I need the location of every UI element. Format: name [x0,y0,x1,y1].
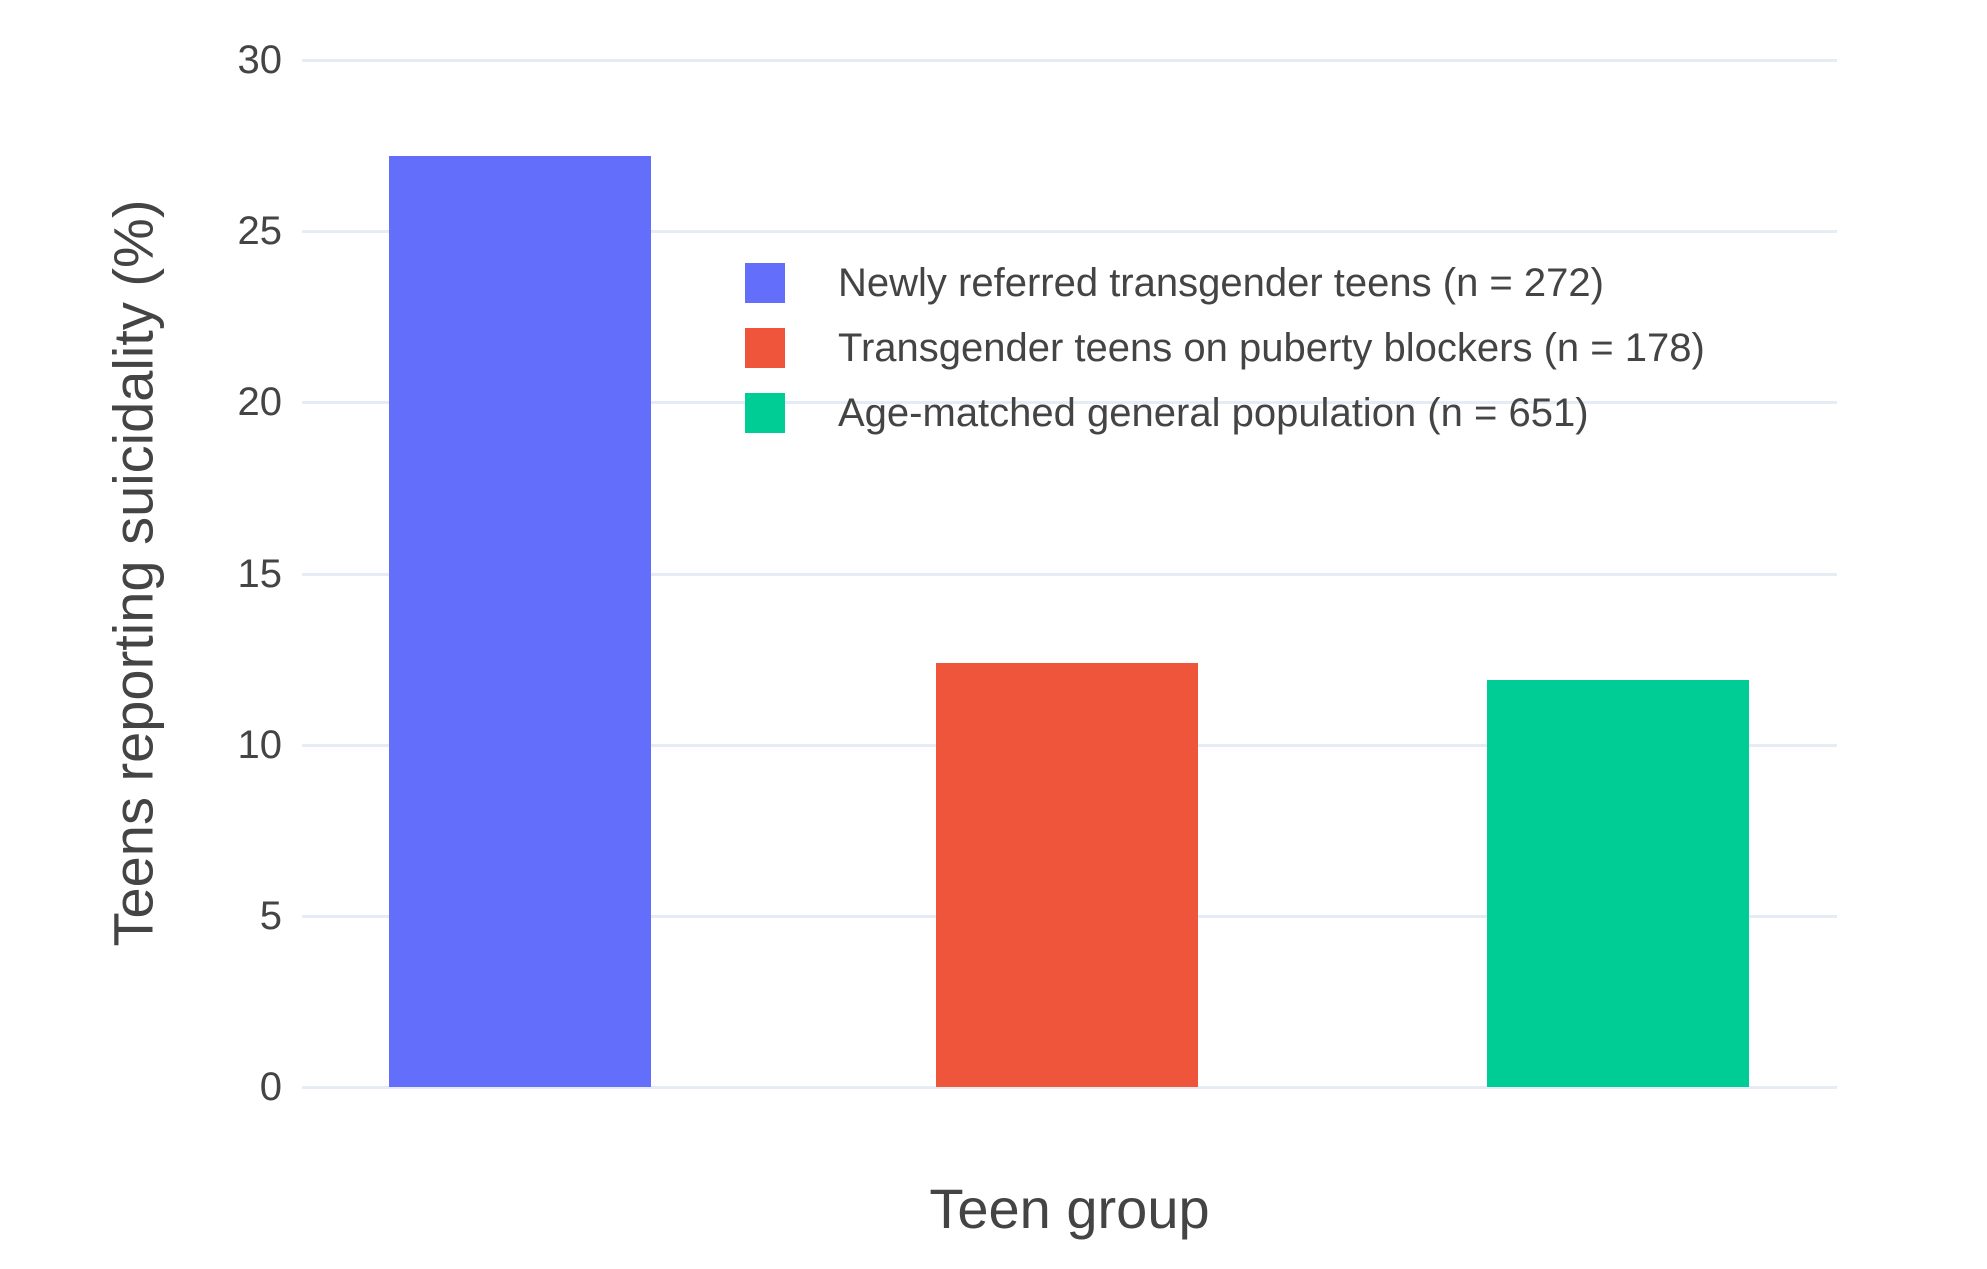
bar-2[interactable] [936,662,1199,1087]
y-tick-label-30: 30 [237,38,283,82]
y-tick-label-0: 0 [259,1065,282,1109]
y-tick-label-15: 15 [237,551,283,596]
y-tick-label-20: 20 [237,380,283,425]
bar-1[interactable] [388,155,651,1087]
gridline-y-15 [302,572,1837,576]
legend-item-3[interactable]: Age-matched general population (n = 651) [745,390,1705,435]
y-tick-label-5: 5 [259,893,282,938]
x-axis-title: Teen group [929,1177,1210,1240]
legend-label: Age-matched general population (n = 651) [838,390,1589,435]
legend-label: Transgender teens on puberty blockers (n… [838,325,1705,370]
legend-swatch-icon [745,263,785,303]
legend-label: Newly referred transgender teens (n = 27… [838,260,1604,305]
legend-swatch-icon [745,328,785,368]
y-tick-label-25: 25 [237,209,283,254]
plot-area [302,59,1837,1089]
legend-item-2[interactable]: Transgender teens on puberty blockers (n… [745,325,1705,370]
y-tick-label-10: 10 [237,722,283,767]
gridline-y-30 [302,59,1837,62]
gridline-y-0 [302,1086,1837,1089]
gridline-y-25 [302,230,1837,234]
legend-swatch-icon [745,393,785,433]
gridline-y-20 [302,401,1837,405]
legend: Newly referred transgender teens (n = 27… [745,260,1705,458]
y-axis-title: Teens reporting suicidality (%) [101,199,165,947]
bar-3[interactable] [1486,679,1749,1087]
legend-item-1[interactable]: Newly referred transgender teens (n = 27… [745,260,1705,305]
